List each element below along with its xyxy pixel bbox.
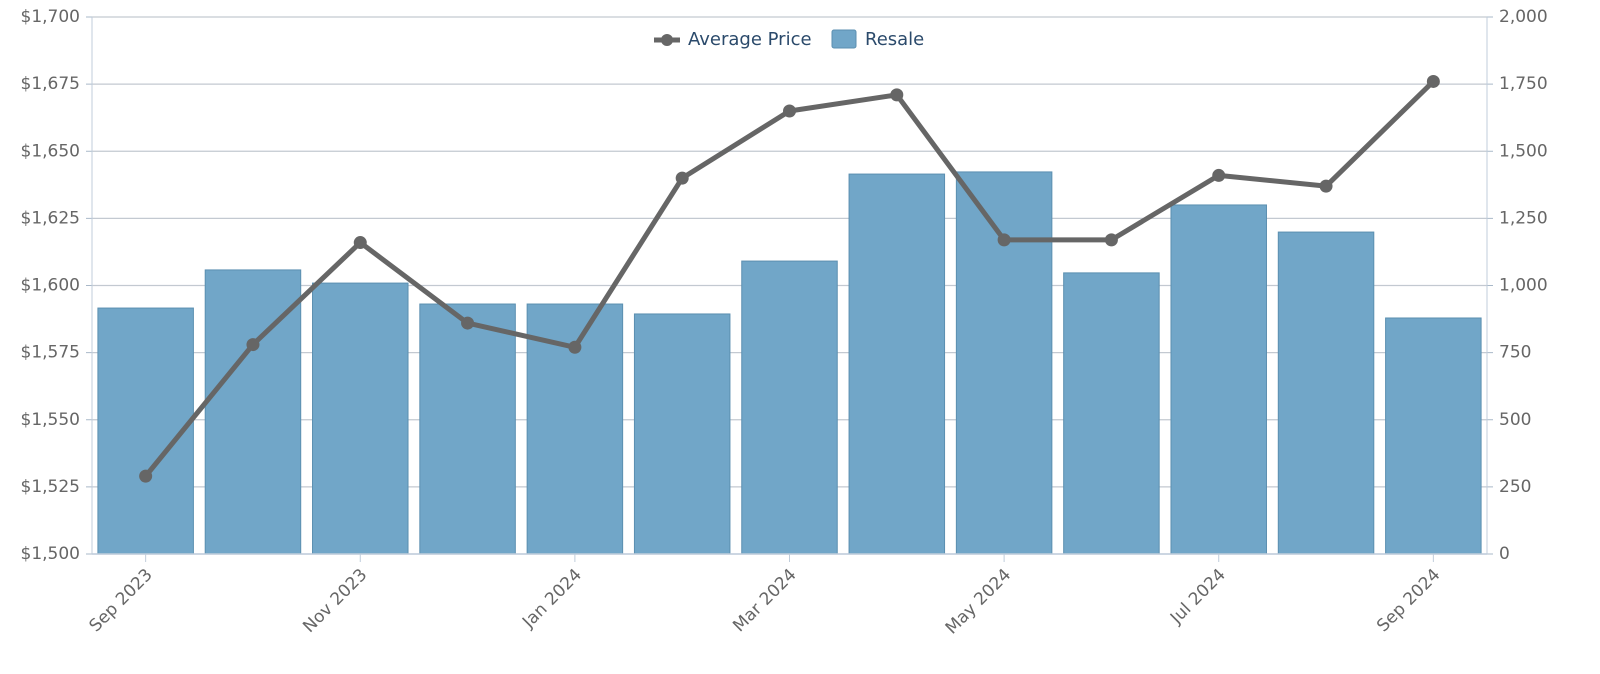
y2-tick-label: 1,500 xyxy=(1499,141,1548,161)
bar xyxy=(419,303,516,555)
x-tick-label: Jul 2024 xyxy=(1166,565,1230,629)
legend-dot-icon xyxy=(661,34,673,46)
line-dot xyxy=(890,88,904,102)
bar xyxy=(1170,204,1267,555)
y2-tick-label: 1,750 xyxy=(1499,74,1548,94)
line-dot xyxy=(1212,168,1226,182)
y-tick-label: $1,575 xyxy=(21,343,80,363)
bar xyxy=(741,260,838,555)
bar xyxy=(848,173,946,555)
y-tick-label: $1,550 xyxy=(21,410,80,430)
y-tick-label: $1,525 xyxy=(21,477,80,497)
line-dot xyxy=(783,104,796,118)
legend-label: Resale xyxy=(865,29,924,50)
bar xyxy=(955,171,1053,555)
y-tick-label: $1,675 xyxy=(21,74,80,94)
line-dot xyxy=(1426,74,1440,88)
legend: Average Price Resale xyxy=(654,29,924,50)
bar xyxy=(312,282,409,555)
y-tick-label: $1,625 xyxy=(21,208,80,228)
x-tick-label: Nov 2023 xyxy=(299,565,371,637)
line-dot xyxy=(1104,233,1118,247)
line-dot xyxy=(997,233,1011,247)
bar xyxy=(97,307,194,555)
legend-swatch xyxy=(831,29,857,49)
x-tick-label: Sep 2023 xyxy=(86,565,157,636)
y-tick-label: $1,600 xyxy=(21,276,80,296)
bar xyxy=(1063,272,1160,555)
y2-tick-label: 500 xyxy=(1499,410,1531,430)
bar xyxy=(1385,317,1482,555)
y-tick-label: $1,700 xyxy=(21,7,80,27)
bar xyxy=(633,313,731,555)
line-dot xyxy=(139,469,153,483)
line-dot xyxy=(461,316,475,330)
x-tick-label: Mar 2024 xyxy=(729,565,800,636)
y2-tick-label: 2,000 xyxy=(1499,7,1548,27)
line-dot xyxy=(353,236,367,250)
x-tick-label: May 2024 xyxy=(942,565,1015,638)
y2-tick-label: 750 xyxy=(1499,343,1531,363)
y2-tick-label: 0 xyxy=(1499,544,1510,564)
y-tick-label: $1,500 xyxy=(21,544,80,564)
x-tick-label: Sep 2024 xyxy=(1373,565,1444,636)
line-dot xyxy=(568,340,582,354)
legend-label: Average Price xyxy=(688,29,812,50)
line-dot xyxy=(1319,179,1333,193)
x-tick-label: Jan 2024 xyxy=(518,565,586,633)
y-tick-label: $1,650 xyxy=(21,141,80,161)
line-dot xyxy=(675,171,689,185)
line-dot xyxy=(246,338,260,352)
y2-tick-label: 1,250 xyxy=(1499,208,1548,228)
bar xyxy=(1277,231,1375,555)
y2-tick-label: 1,000 xyxy=(1499,276,1548,296)
y2-tick-label: 250 xyxy=(1499,477,1531,497)
